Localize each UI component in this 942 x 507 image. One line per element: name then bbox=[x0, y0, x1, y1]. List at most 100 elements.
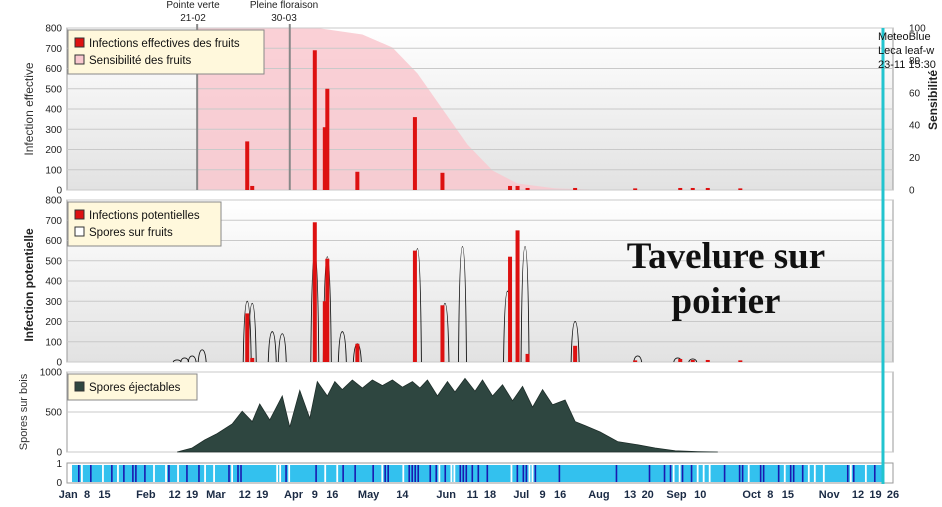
strip-tick-dark bbox=[777, 465, 780, 482]
strip-tick-dark bbox=[558, 465, 561, 482]
effective-ytick-label: 600 bbox=[45, 64, 62, 75]
spores-fruits-outline bbox=[197, 349, 207, 363]
sensitivity-y2tick-label: 60 bbox=[909, 88, 921, 99]
x-tick-label: 12 bbox=[239, 489, 251, 501]
potential-ytick-label: 100 bbox=[45, 337, 62, 348]
strip-tick-dark bbox=[168, 465, 170, 482]
potential-ytick-label: 400 bbox=[45, 277, 62, 288]
strip-ytick-label: 0 bbox=[56, 478, 62, 489]
spores-fruits-outline bbox=[180, 357, 190, 363]
effective-ytick-label: 400 bbox=[45, 105, 62, 116]
strip-tick-white bbox=[117, 465, 119, 482]
spores-fruits-outline bbox=[633, 355, 643, 363]
strip-tick-white bbox=[177, 465, 179, 482]
strip-tick-dark bbox=[411, 465, 414, 482]
x-tick-label: 15 bbox=[98, 489, 110, 501]
ylabel-infection-potentielle: Infection potentielle bbox=[22, 228, 36, 342]
strip-tick-white bbox=[822, 465, 825, 482]
strip-tick-dark bbox=[78, 465, 80, 482]
strip-tick-white bbox=[231, 465, 233, 482]
spores-ytick-label: 500 bbox=[45, 408, 62, 419]
strip-tick-white bbox=[672, 465, 675, 482]
effective-ytick-label: 800 bbox=[45, 24, 62, 35]
strip-tick-white bbox=[288, 465, 291, 482]
strip-tick-dark bbox=[123, 465, 125, 482]
strip-tick-dark bbox=[792, 465, 795, 482]
strip-tick-dark bbox=[663, 465, 666, 482]
strip-tick-dark bbox=[186, 465, 188, 482]
strip-tick-white bbox=[864, 465, 867, 482]
strip-tick-dark bbox=[198, 465, 200, 482]
marker-label-pleine-floraison: Pleine floraison bbox=[250, 0, 318, 11]
spores-fruits-outline bbox=[277, 333, 287, 363]
strip-tick-white bbox=[279, 465, 282, 482]
legend-label-spores-ejectables: Spores éjectables bbox=[89, 382, 181, 394]
x-tick-label: 19 bbox=[869, 489, 881, 501]
spores-fruits-outline bbox=[520, 246, 530, 363]
x-tick-label: Nov bbox=[819, 489, 841, 501]
effective-infection-bar bbox=[573, 187, 578, 190]
strip-tick-dark bbox=[372, 465, 374, 482]
strip-tick-dark bbox=[723, 465, 726, 482]
marker-label-pointe-verte: Pointe verte bbox=[166, 0, 220, 11]
effective-infection-bar bbox=[738, 188, 743, 190]
x-tick-label: Jan bbox=[59, 489, 78, 501]
effective-infection-bar bbox=[312, 50, 317, 191]
x-tick-label: 12 bbox=[169, 489, 181, 501]
strip-tick-white bbox=[702, 465, 705, 482]
sensitivity-y2tick-label: 20 bbox=[909, 153, 921, 164]
strip-tick-white bbox=[528, 465, 531, 482]
strip-tick-white bbox=[276, 465, 279, 482]
strip-tick-white bbox=[783, 465, 786, 482]
strip-tick-dark bbox=[462, 465, 465, 482]
potential-infection-bar bbox=[412, 250, 417, 362]
spores-fruits-outline bbox=[187, 355, 197, 363]
effective-ytick-label: 700 bbox=[45, 44, 62, 55]
strip-tick-dark bbox=[444, 465, 447, 482]
strip-tick-white bbox=[453, 465, 456, 482]
strip-tick-dark bbox=[516, 465, 519, 482]
strip-tick-dark bbox=[477, 465, 480, 482]
x-tick-label: 26 bbox=[887, 489, 899, 501]
potential-infection-bar bbox=[245, 313, 250, 362]
potential-ytick-label: 300 bbox=[45, 297, 62, 308]
strip-tick-dark bbox=[648, 465, 651, 482]
potential-infection-bar bbox=[322, 301, 327, 362]
potential-infection-bar bbox=[525, 353, 530, 362]
strip-tick-white bbox=[849, 465, 852, 482]
strip-tick-dark bbox=[429, 465, 432, 482]
strip-tick-dark bbox=[471, 465, 474, 482]
potential-ytick-label: 500 bbox=[45, 256, 62, 267]
effective-infection-bar bbox=[355, 171, 360, 190]
effective-ytick-label: 0 bbox=[56, 186, 62, 197]
strip-tick-dark bbox=[759, 465, 762, 482]
x-tick-label: 18 bbox=[484, 489, 496, 501]
potential-infection-bar bbox=[705, 359, 710, 362]
strip-tick-white bbox=[324, 465, 327, 482]
strip-tick-white bbox=[213, 465, 215, 482]
legend-swatch-spores-fruits bbox=[74, 226, 85, 237]
effective-infection-bar bbox=[412, 117, 417, 190]
strip-tick-white bbox=[204, 465, 206, 482]
x-tick-label: Jun bbox=[436, 489, 456, 501]
strip-tick-white bbox=[708, 465, 711, 482]
effective-infection-bar bbox=[678, 187, 683, 190]
potential-ytick-label: 0 bbox=[56, 358, 62, 369]
sensitivity-y2tick-label: 80 bbox=[909, 56, 921, 67]
legend-label-infections-potentielles: Infections potentielles bbox=[89, 210, 200, 222]
strip-tick-dark bbox=[846, 465, 849, 482]
source-line3: 23-11 15:30 bbox=[878, 59, 936, 71]
legend-box-effective bbox=[67, 29, 265, 75]
marker-date-pleine-floraison: 30-03 bbox=[271, 13, 297, 24]
effective-infection-bar bbox=[250, 185, 255, 190]
x-tick-label: 16 bbox=[326, 489, 338, 501]
legend-swatch-infections-potentielles bbox=[74, 209, 85, 220]
potential-infection-bar bbox=[515, 230, 520, 362]
potential-infection-bar bbox=[738, 360, 743, 362]
spores-ejectables-area bbox=[177, 377, 718, 453]
legend-box-potential bbox=[67, 201, 222, 247]
x-tick-label: Oct bbox=[742, 489, 761, 501]
ylabel-sensibilite: Sensibilité bbox=[926, 70, 940, 130]
potential-infection-bar bbox=[440, 305, 445, 362]
spores-fruits-outline bbox=[458, 246, 467, 363]
